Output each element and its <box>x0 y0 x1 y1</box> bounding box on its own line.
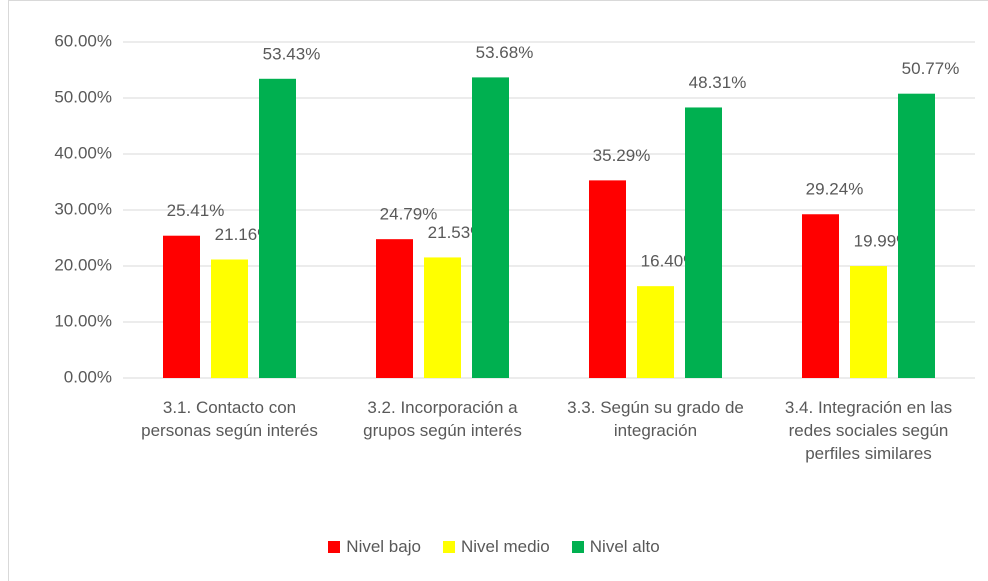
legend-label: Nivel alto <box>589 537 660 556</box>
bar <box>472 77 509 378</box>
bar <box>259 78 296 379</box>
y-tick-label: 30.00% <box>54 199 112 218</box>
data-label: 53.68% <box>476 43 534 62</box>
bar <box>898 93 935 379</box>
x-tick-label: 3.1. Contacto con personas según interés <box>141 398 318 440</box>
y-tick-label: 60.00% <box>54 31 112 50</box>
x-tick-label: 3.3. Según su grado de integración <box>567 398 744 440</box>
legend: Nivel bajo Nivel medio Nivel alto <box>0 537 988 557</box>
bar <box>163 235 200 378</box>
y-tick-label: 40.00% <box>54 143 112 162</box>
legend-swatch <box>442 541 455 553</box>
x-tick-label: 3.4. Integración en las redes sociales s… <box>784 398 953 463</box>
y-tick-label: 20.00% <box>54 255 112 274</box>
data-label: 29.24% <box>806 180 864 199</box>
data-label: 19.99% <box>854 232 912 251</box>
legend-item: Nivel medio <box>442 537 550 557</box>
bar <box>637 286 674 378</box>
legend-item: Nivel alto <box>571 537 660 557</box>
bar <box>424 257 461 378</box>
bar <box>376 239 413 378</box>
x-tick-label: 3.2. Incorporación a grupos según interé… <box>363 398 522 440</box>
bar <box>802 214 839 378</box>
data-label: 48.31% <box>689 73 747 92</box>
data-label: 35.29% <box>593 146 651 165</box>
bar <box>211 259 248 378</box>
bar <box>589 180 626 378</box>
data-label: 25.41% <box>167 201 225 220</box>
data-label: 50.77% <box>902 59 960 78</box>
chart-border <box>8 0 988 581</box>
data-label: 21.16% <box>215 225 273 244</box>
legend-swatch <box>571 541 584 553</box>
legend-item: Nivel bajo <box>328 537 421 557</box>
data-label: 24.79% <box>380 205 438 224</box>
data-label: 16.40% <box>641 252 699 271</box>
legend-label: Nivel medio <box>460 537 550 556</box>
legend-swatch <box>328 541 341 553</box>
data-label: 21.53% <box>428 223 486 242</box>
y-tick-label: 10.00% <box>54 311 112 330</box>
data-label: 53.43% <box>263 44 321 63</box>
legend-label: Nivel bajo <box>346 537 421 556</box>
y-tick-label: 0.00% <box>64 367 112 386</box>
bar <box>850 266 887 378</box>
bar <box>685 107 722 379</box>
y-tick-label: 50.00% <box>54 87 112 106</box>
